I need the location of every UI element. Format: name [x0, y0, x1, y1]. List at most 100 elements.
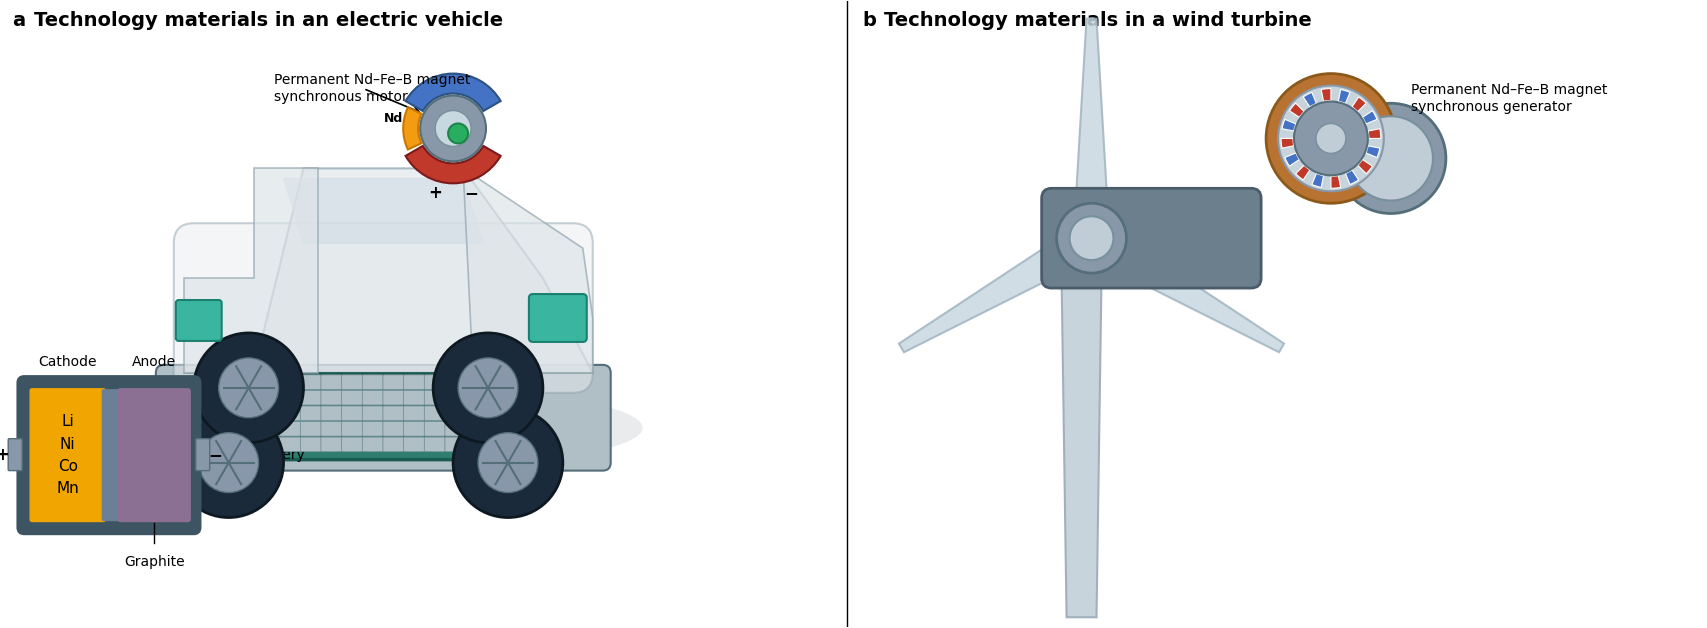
- FancyBboxPatch shape: [31, 389, 106, 521]
- FancyBboxPatch shape: [341, 421, 362, 436]
- FancyBboxPatch shape: [155, 365, 611, 470]
- FancyBboxPatch shape: [176, 300, 222, 341]
- Text: Graphite: Graphite: [125, 555, 184, 570]
- FancyBboxPatch shape: [486, 375, 507, 389]
- FancyBboxPatch shape: [321, 437, 341, 452]
- FancyBboxPatch shape: [239, 406, 259, 421]
- Wedge shape: [1296, 165, 1309, 180]
- Polygon shape: [283, 178, 483, 243]
- Text: b: b: [862, 11, 876, 30]
- FancyBboxPatch shape: [321, 406, 341, 421]
- FancyBboxPatch shape: [218, 406, 239, 421]
- Wedge shape: [1285, 153, 1299, 166]
- FancyBboxPatch shape: [446, 391, 466, 405]
- FancyBboxPatch shape: [259, 391, 280, 405]
- Circle shape: [420, 95, 486, 161]
- FancyBboxPatch shape: [362, 421, 382, 436]
- FancyBboxPatch shape: [425, 437, 446, 452]
- Text: S: S: [468, 63, 478, 78]
- Text: Anode: Anode: [131, 355, 176, 369]
- Circle shape: [193, 333, 304, 443]
- Wedge shape: [1302, 92, 1316, 107]
- FancyBboxPatch shape: [280, 406, 300, 421]
- FancyBboxPatch shape: [341, 391, 362, 405]
- FancyBboxPatch shape: [403, 391, 425, 405]
- FancyBboxPatch shape: [382, 406, 403, 421]
- Text: Battery: Battery: [217, 448, 306, 462]
- Wedge shape: [1280, 138, 1294, 148]
- Polygon shape: [184, 168, 319, 373]
- FancyBboxPatch shape: [259, 421, 280, 436]
- Wedge shape: [1338, 90, 1350, 104]
- FancyBboxPatch shape: [446, 437, 466, 452]
- FancyBboxPatch shape: [259, 375, 280, 389]
- Ellipse shape: [164, 388, 642, 468]
- FancyBboxPatch shape: [239, 375, 259, 389]
- FancyBboxPatch shape: [341, 375, 362, 389]
- Circle shape: [174, 408, 283, 517]
- FancyBboxPatch shape: [321, 391, 341, 405]
- FancyBboxPatch shape: [466, 437, 486, 452]
- Wedge shape: [403, 107, 422, 149]
- Circle shape: [1057, 203, 1127, 273]
- FancyBboxPatch shape: [239, 437, 259, 452]
- FancyBboxPatch shape: [425, 406, 446, 421]
- Wedge shape: [406, 146, 500, 183]
- Text: Cathode: Cathode: [39, 355, 97, 369]
- Circle shape: [478, 433, 538, 492]
- Circle shape: [198, 433, 258, 492]
- Polygon shape: [1062, 278, 1101, 617]
- Circle shape: [457, 358, 517, 418]
- Text: Technology materials in a wind turbine: Technology materials in a wind turbine: [884, 11, 1311, 30]
- FancyBboxPatch shape: [300, 406, 321, 421]
- Polygon shape: [900, 223, 1101, 352]
- Circle shape: [1349, 116, 1432, 200]
- Circle shape: [452, 408, 563, 517]
- Wedge shape: [1345, 170, 1359, 185]
- FancyBboxPatch shape: [486, 421, 507, 436]
- FancyBboxPatch shape: [321, 421, 341, 436]
- FancyBboxPatch shape: [239, 391, 259, 405]
- Circle shape: [1316, 124, 1345, 153]
- FancyBboxPatch shape: [218, 437, 239, 452]
- FancyBboxPatch shape: [529, 294, 587, 342]
- FancyBboxPatch shape: [19, 377, 200, 533]
- Text: Permanent Nd–Fe–B magnet
synchronous motor: Permanent Nd–Fe–B magnet synchronous mot…: [273, 73, 469, 104]
- FancyBboxPatch shape: [300, 421, 321, 436]
- FancyBboxPatch shape: [321, 375, 341, 389]
- FancyBboxPatch shape: [486, 437, 507, 452]
- FancyBboxPatch shape: [382, 437, 403, 452]
- FancyBboxPatch shape: [102, 390, 121, 521]
- FancyBboxPatch shape: [382, 421, 403, 436]
- FancyBboxPatch shape: [486, 406, 507, 421]
- Text: Nd: Nd: [384, 112, 403, 125]
- FancyBboxPatch shape: [403, 375, 425, 389]
- FancyBboxPatch shape: [341, 437, 362, 452]
- FancyBboxPatch shape: [446, 406, 466, 421]
- Wedge shape: [1289, 103, 1304, 117]
- Wedge shape: [1362, 111, 1378, 124]
- FancyBboxPatch shape: [259, 406, 280, 421]
- FancyBboxPatch shape: [403, 421, 425, 436]
- FancyBboxPatch shape: [218, 391, 239, 405]
- FancyBboxPatch shape: [362, 437, 382, 452]
- Circle shape: [1267, 73, 1396, 203]
- FancyBboxPatch shape: [259, 437, 280, 452]
- FancyBboxPatch shape: [403, 437, 425, 452]
- Circle shape: [1294, 102, 1367, 175]
- Text: a: a: [12, 11, 26, 30]
- FancyBboxPatch shape: [280, 421, 300, 436]
- Wedge shape: [1321, 89, 1331, 101]
- Circle shape: [1335, 103, 1446, 214]
- FancyBboxPatch shape: [486, 391, 507, 405]
- FancyBboxPatch shape: [362, 406, 382, 421]
- FancyBboxPatch shape: [425, 391, 446, 405]
- FancyBboxPatch shape: [403, 406, 425, 421]
- FancyBboxPatch shape: [174, 223, 592, 392]
- FancyBboxPatch shape: [9, 439, 22, 470]
- Text: +: +: [428, 184, 442, 202]
- Text: Li
Ni
Co
Mn: Li Ni Co Mn: [56, 414, 79, 496]
- Polygon shape: [1082, 223, 1284, 352]
- Wedge shape: [1366, 146, 1379, 158]
- FancyBboxPatch shape: [362, 391, 382, 405]
